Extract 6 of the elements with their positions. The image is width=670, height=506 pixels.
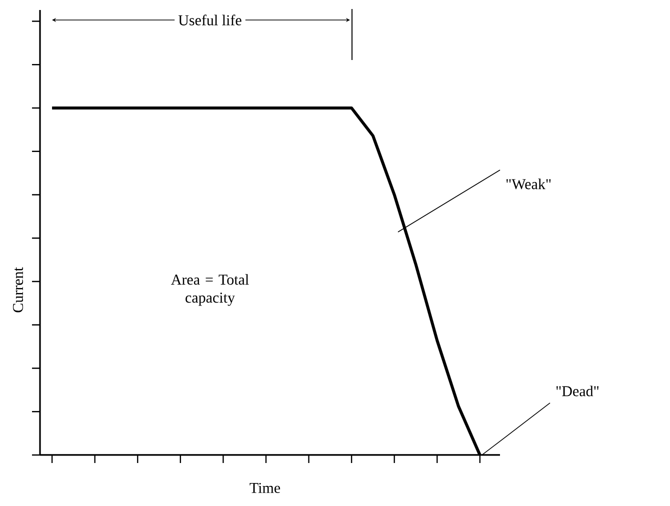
text: "Weak"	[506, 178, 551, 190]
y-axis-title: Current	[12, 267, 24, 312]
text: "Dead"	[556, 386, 598, 396]
annotation: Area = Total capacity	[171, 274, 249, 306]
text: Useful life	[178, 14, 242, 26]
x-axis-title: Time	[250, 482, 280, 494]
